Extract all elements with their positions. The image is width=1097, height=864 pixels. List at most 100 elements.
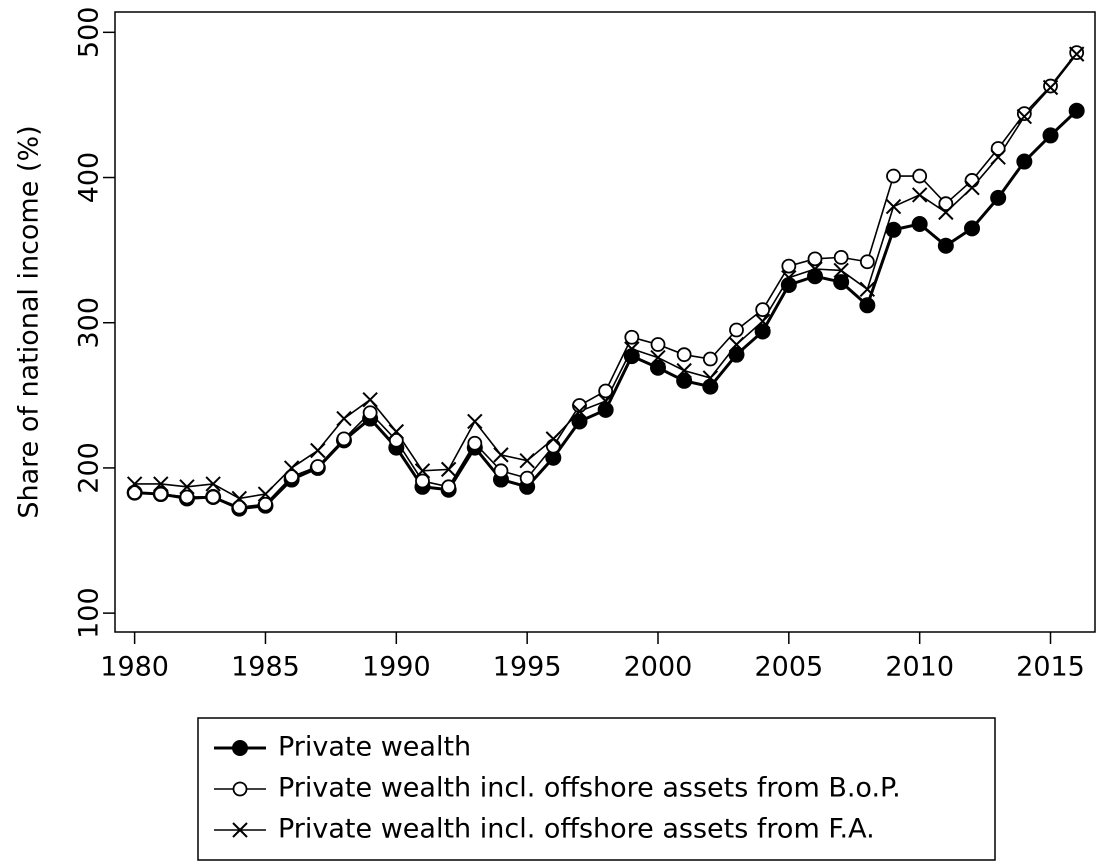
point [676, 362, 692, 379]
point [1042, 79, 1059, 96]
point [1042, 127, 1059, 144]
point [362, 391, 378, 408]
point [545, 449, 562, 466]
point [126, 476, 143, 492]
point [702, 370, 719, 386]
point [441, 479, 457, 495]
point [911, 215, 928, 232]
y-tick-label: 500 [74, 7, 105, 59]
point [493, 447, 509, 463]
y-tick-label: 300 [74, 297, 105, 349]
point [597, 393, 614, 409]
point [728, 346, 745, 363]
point [781, 270, 797, 286]
point [388, 432, 404, 448]
legend-label: Private wealth [278, 732, 471, 763]
point [676, 372, 693, 389]
point [493, 463, 509, 479]
point [179, 489, 195, 505]
point [676, 347, 692, 363]
x-tick-label: 1995 [493, 652, 562, 683]
point [231, 499, 247, 515]
point [310, 442, 326, 459]
point [283, 460, 300, 476]
point [205, 476, 221, 492]
point [257, 486, 274, 502]
point [649, 359, 666, 376]
point [545, 438, 561, 454]
point [571, 413, 588, 430]
point [179, 479, 195, 495]
point [624, 341, 640, 357]
point [336, 410, 352, 427]
point [127, 485, 143, 501]
point [1016, 106, 1032, 122]
point [938, 204, 954, 221]
y-tick-label: 400 [74, 152, 105, 204]
point [153, 476, 169, 492]
point [153, 486, 169, 502]
point [990, 141, 1006, 156]
point [1068, 46, 1085, 62]
point [912, 168, 928, 184]
point [284, 469, 300, 485]
point [859, 281, 876, 298]
point [650, 349, 666, 366]
point [650, 337, 666, 352]
point [414, 463, 431, 479]
point [1016, 108, 1033, 125]
point [258, 496, 273, 512]
point [833, 274, 850, 291]
y-axis-label: Share of national income (%) [14, 125, 45, 518]
point [232, 781, 248, 797]
point [885, 198, 902, 215]
point [571, 403, 588, 420]
point [886, 168, 901, 184]
point [623, 348, 640, 365]
point [807, 268, 823, 285]
point [388, 423, 405, 440]
series-line [134, 109, 1078, 511]
x-tick-label: 1990 [362, 652, 431, 683]
x-tick-label: 2005 [754, 652, 823, 683]
point [833, 249, 849, 265]
series-line [134, 52, 1078, 508]
x-tick-label: 1985 [231, 652, 300, 683]
point [1016, 153, 1033, 170]
x-tick-label: 1980 [100, 652, 169, 683]
point [859, 254, 875, 270]
point [467, 435, 483, 451]
point [231, 490, 248, 507]
point [780, 276, 797, 293]
y-tick-label: 200 [74, 442, 105, 494]
y-tick-label: 100 [74, 587, 105, 639]
x-tick-label: 2015 [1016, 652, 1085, 683]
point [519, 452, 535, 469]
point [728, 336, 745, 353]
point [755, 302, 771, 318]
point [519, 470, 535, 486]
point [597, 401, 614, 418]
point [938, 196, 954, 212]
point [885, 221, 902, 238]
point [833, 262, 849, 279]
point [1068, 102, 1085, 119]
point [702, 378, 719, 395]
point [336, 431, 352, 447]
point [807, 261, 823, 277]
legend-box [197, 717, 996, 861]
point [964, 173, 980, 188]
point [440, 461, 457, 478]
x-tick-label: 2010 [885, 652, 954, 683]
series-line [134, 53, 1078, 500]
point [754, 323, 771, 340]
point [415, 473, 430, 489]
point [624, 329, 640, 345]
point [781, 258, 797, 274]
point [310, 459, 326, 474]
point [729, 322, 744, 338]
point [545, 431, 562, 447]
point [205, 489, 221, 505]
point [702, 351, 718, 367]
